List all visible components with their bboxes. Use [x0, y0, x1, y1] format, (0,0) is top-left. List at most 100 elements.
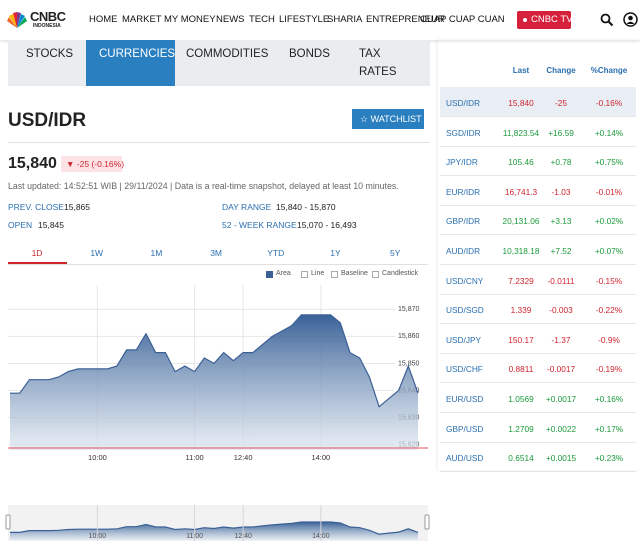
logo-icon [7, 12, 27, 28]
nav-item[interactable]: SHARIA [327, 14, 363, 25]
y-tick-label: 15,860 [398, 333, 420, 340]
range-tab[interactable]: 1Y [330, 248, 341, 258]
range-tab[interactable]: 1M [150, 248, 163, 258]
table-row[interactable] [440, 87, 636, 117]
logo[interactable]: CNBC [30, 9, 66, 24]
logo-sub: INDONESIA [33, 23, 61, 29]
cell: 0.8811 [508, 364, 534, 375]
x-tick-label: 11:00 [185, 453, 203, 462]
chart-area [10, 314, 418, 450]
table-row[interactable] [440, 176, 636, 206]
cell: +3.13 [550, 216, 572, 227]
table-row[interactable] [440, 294, 636, 325]
cell: +0.16% [594, 394, 624, 404]
tv-button[interactable]: CNBC TV [517, 11, 573, 29]
chart-type-box[interactable] [331, 271, 338, 278]
stat-label: PREV. CLOSE [8, 202, 64, 212]
cell: -0.003 [549, 305, 573, 316]
nav-item[interactable]: HOME [89, 14, 118, 25]
range-tab[interactable]: YTD [267, 248, 285, 258]
chart-type-box[interactable] [301, 271, 308, 278]
tab[interactable]: CURRENCIES [86, 40, 175, 86]
x-tick-label: 10:00 [88, 453, 107, 462]
nav-item[interactable]: MARKET [122, 14, 162, 25]
range-tab[interactable]: 1D [31, 248, 43, 258]
tab[interactable]: COMMODITIES [186, 48, 269, 60]
table-row[interactable] [440, 146, 636, 177]
nav-item[interactable]: MY MONEY [164, 14, 216, 25]
nav-item[interactable]: LIFESTYLE [279, 14, 330, 25]
chart-type[interactable]: Baseline [341, 270, 368, 277]
stat-value: 15,845 [38, 220, 64, 230]
cell: -25 [555, 98, 567, 108]
range-tab[interactable]: 5Y [389, 248, 401, 258]
cell: 1.339 [510, 305, 532, 316]
watchlist-label: WATCHLIST [370, 114, 422, 124]
pair[interactable]: SGD/IDR [446, 127, 481, 138]
updated: Last updated: 14:52:51 WIB | 29/11/2024 … [8, 181, 399, 191]
pair[interactable]: EUR/IDR [446, 186, 481, 197]
pair[interactable]: EUR/USD [446, 394, 484, 404]
nav-item[interactable]: NEWS [216, 14, 245, 25]
user-icon[interactable] [623, 12, 638, 27]
table-row[interactable] [440, 117, 636, 147]
pair[interactable]: USD/CNY [446, 275, 484, 286]
tab[interactable]: BONDS [289, 48, 330, 60]
nav-item[interactable]: TECH [249, 14, 275, 25]
cell: +0.17% [594, 423, 624, 434]
pair[interactable]: USD/CHF [446, 364, 483, 375]
y-tick-label: 15,850 [398, 360, 420, 367]
stat-value: 15,070 - 16,493 [297, 220, 357, 230]
cell: +0.23% [594, 453, 624, 464]
cell: +0.07% [594, 246, 624, 256]
chart-type[interactable]: Line [311, 270, 325, 277]
cell: -0.0017 [546, 364, 576, 375]
pair[interactable]: USD/JPY [446, 334, 482, 345]
nav-item[interactable]: ENTREPRENEUR [366, 14, 445, 25]
price: 15,840 [8, 155, 57, 172]
pair[interactable]: AUD/IDR [446, 246, 481, 256]
cell: -0.22% [595, 305, 623, 316]
pair[interactable]: AUD/USD [446, 453, 484, 464]
column-header: Last [512, 66, 530, 75]
navigator-label: 14:00 [312, 533, 330, 540]
navigator-label: 10:00 [89, 533, 107, 540]
cell: 20,131.06 [502, 216, 540, 227]
table-row[interactable] [440, 353, 636, 384]
tab[interactable]: STOCKS [26, 48, 74, 60]
table-row[interactable] [440, 413, 636, 443]
y-tick-label: 15,870 [398, 306, 420, 313]
pair[interactable]: USD/SGD [446, 305, 484, 316]
cell: 0.6514 [508, 453, 534, 464]
table-row[interactable] [440, 235, 636, 265]
pair[interactable]: JPY/IDR [446, 157, 478, 168]
navigator-handle [5, 514, 11, 530]
table-row[interactable] [440, 205, 636, 236]
navigator-area [10, 522, 418, 540]
watchlist-button[interactable]: ☆ WATCHLIST [352, 109, 424, 129]
pair[interactable]: USD/IDR [446, 98, 481, 108]
range-underline [8, 262, 67, 264]
nav-item[interactable]: CUAP CUAP CUAN [420, 14, 505, 25]
pair[interactable]: GBP/USD [446, 423, 484, 434]
table-row[interactable] [440, 383, 636, 413]
symbol: USD/IDR [8, 110, 87, 131]
live-dot [523, 18, 527, 22]
table-row[interactable] [440, 324, 636, 354]
pair[interactable]: GBP/IDR [446, 216, 481, 227]
chart-type[interactable]: Candlestick [382, 270, 419, 277]
chart-type-box[interactable] [372, 271, 379, 278]
divider [8, 264, 428, 265]
cell: 150.17 [508, 334, 534, 345]
search-icon[interactable] [600, 13, 614, 27]
table-row[interactable] [440, 265, 636, 295]
range-tab[interactable]: 3M [210, 248, 222, 258]
range-tab[interactable]: 1W [90, 248, 104, 258]
cell: -0.15% [595, 275, 623, 286]
chart-type-box[interactable] [266, 271, 273, 278]
cell: +7.52 [550, 246, 572, 256]
table-row[interactable] [440, 442, 636, 473]
tab[interactable]: TAX RATES [359, 48, 397, 78]
chart-type[interactable]: Area [276, 270, 291, 277]
